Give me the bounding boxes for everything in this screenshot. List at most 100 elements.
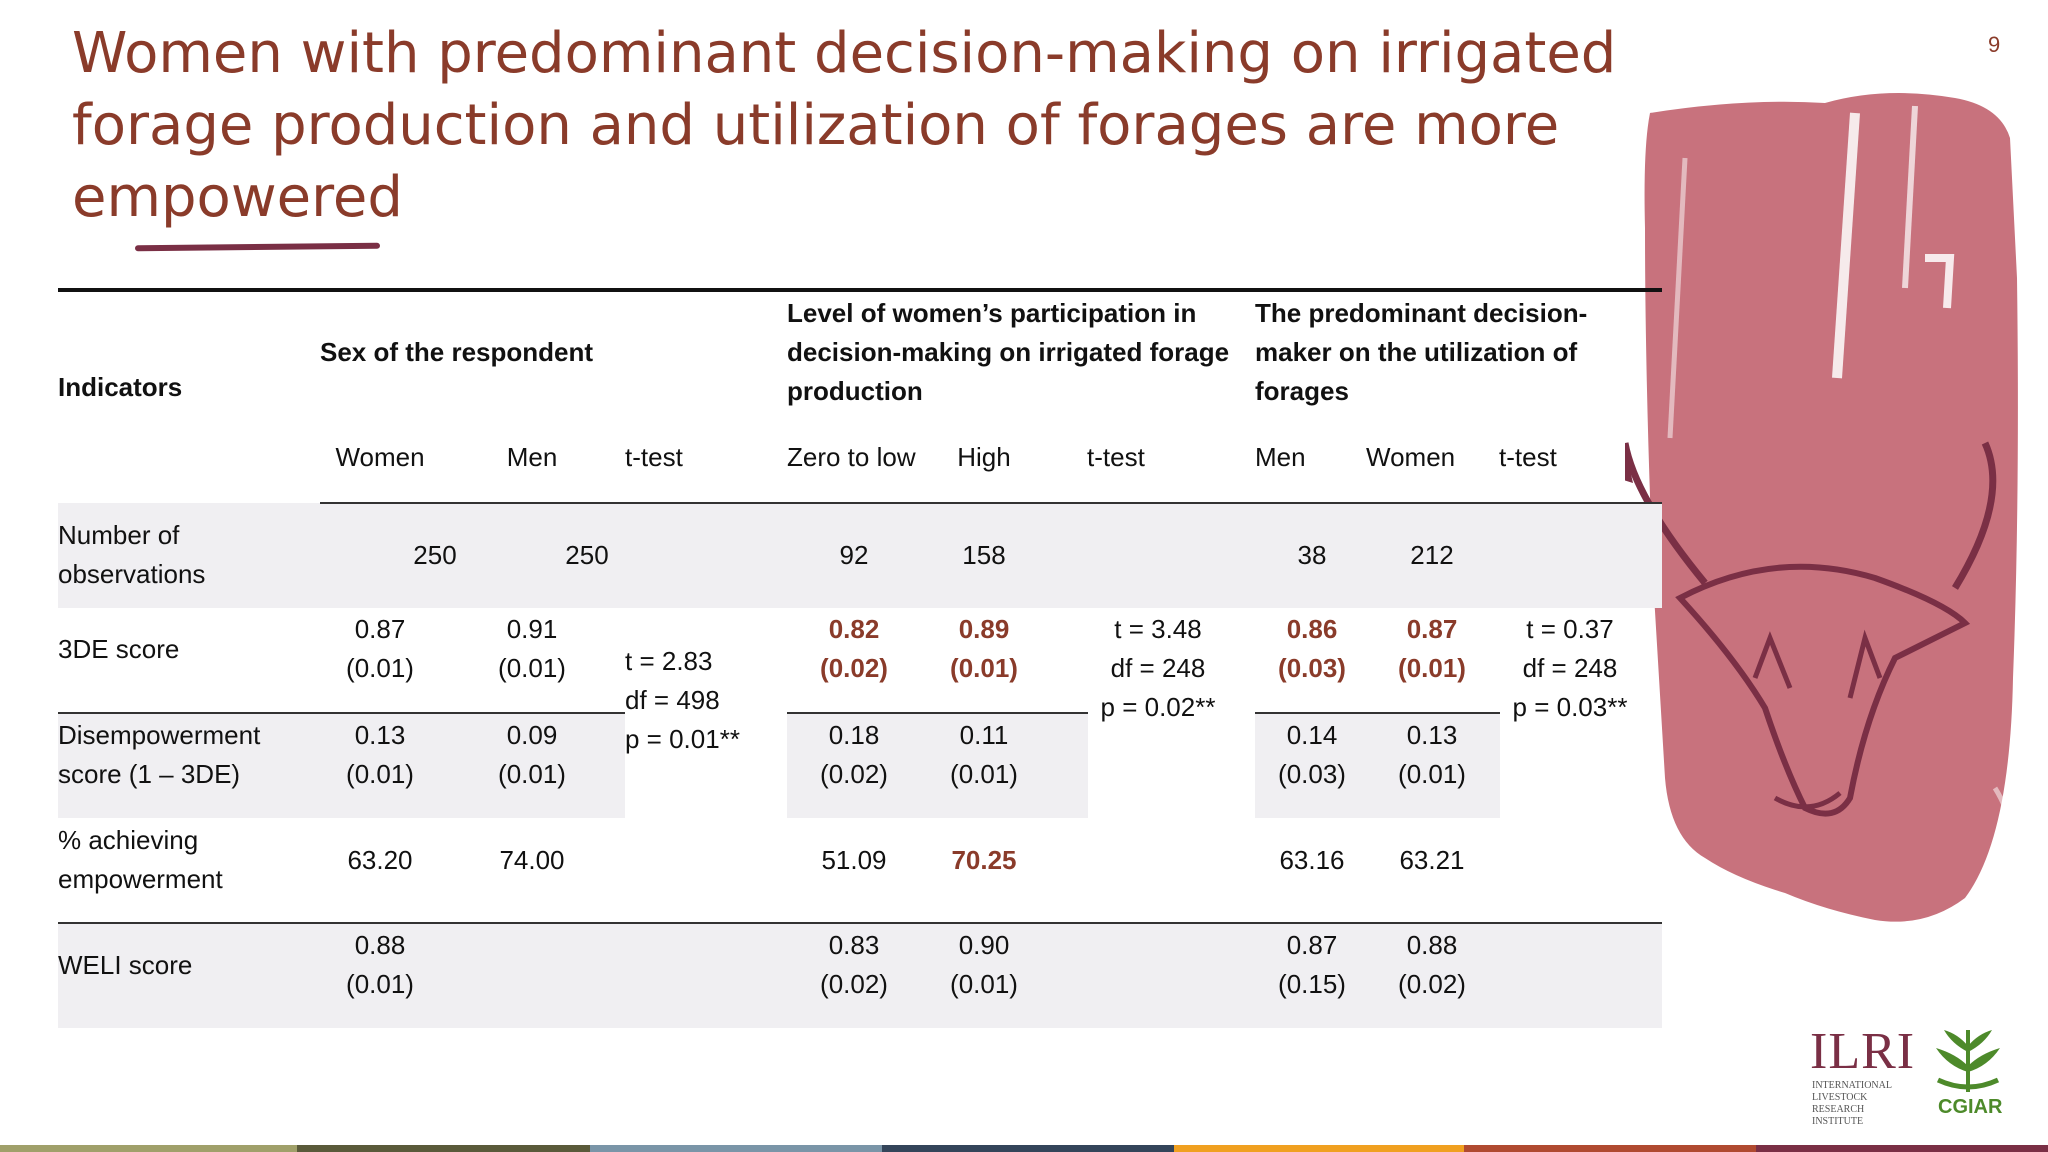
3de-high-se: (0.01) <box>950 653 1018 683</box>
rule-weli <box>58 922 1662 924</box>
ttest-sex-p: p = 0.01** <box>625 724 740 754</box>
3de-women-maker-value: 0.87 <box>1406 614 1458 644</box>
ttest-maker-t: t = 0.37 <box>1526 614 1614 644</box>
ach-high: 70.25 <box>951 845 1017 875</box>
row-label-3de: 3DE score <box>58 634 180 664</box>
row-shade-weli <box>58 923 1662 1028</box>
weli-men-maker-se: (0.15) <box>1278 969 1346 999</box>
weli-women-se: (0.01) <box>346 969 414 999</box>
3de-men-value: 0.91 <box>506 614 558 644</box>
ach-women: 63.20 <box>347 845 413 875</box>
cgiar-logo-text: CGIAR <box>1938 1096 2003 1118</box>
dis-women-maker-value: 0.13 <box>1406 720 1458 750</box>
ach-men-maker: 63.16 <box>1279 845 1345 875</box>
subheader-women: Women <box>335 442 425 472</box>
footer-strip-6 <box>1464 1145 1756 1152</box>
slide-title: Women with predominant decision-making o… <box>72 21 1617 230</box>
row-label-achieving: % achieving empowerment <box>58 825 223 894</box>
subheader-zero-to-low: Zero to low <box>787 442 916 472</box>
3de-women-maker-se: (0.01) <box>1398 653 1466 683</box>
group-header-level: Level of women’s participation in decisi… <box>787 298 1230 406</box>
dis-zero-to-low-se: (0.02) <box>820 759 888 789</box>
dis-men-maker-se: (0.03) <box>1278 759 1346 789</box>
3de-women-value: 0.87 <box>354 614 406 644</box>
ach-men: 74.00 <box>499 845 565 875</box>
ilri-logo-subtitle: INTERNATIONAL LIVESTOCK RESEARCH INSTITU… <box>1812 1080 1892 1127</box>
obs-zero-to-low: 92 <box>839 540 869 570</box>
row-shade-observations <box>58 503 1662 608</box>
obs-high: 158 <box>962 540 1006 570</box>
subheader-ttest-maker: t-test <box>1499 442 1557 472</box>
ach-women-maker: 63.21 <box>1399 845 1465 875</box>
subheader-women-maker: Women <box>1366 442 1456 472</box>
obs-women: 250 <box>413 540 457 570</box>
weli-zero-to-low-value: 0.83 <box>828 930 880 960</box>
ttest-level-p: p = 0.02** <box>1100 692 1216 722</box>
weli-women-maker-value: 0.88 <box>1406 930 1458 960</box>
3de-men-se: (0.01) <box>498 653 566 683</box>
3de-women-se: (0.01) <box>346 653 414 683</box>
3de-zero-to-low-value: 0.82 <box>828 614 880 644</box>
subheader-men-maker: Men <box>1255 442 1306 472</box>
ach-zero-to-low: 51.09 <box>821 845 887 875</box>
footer-strip-1 <box>0 1145 297 1152</box>
subheader-high: High <box>957 442 1011 472</box>
3de-men-maker-value: 0.86 <box>1286 614 1338 644</box>
ttest-maker-df: df = 248 <box>1522 653 1618 683</box>
obs-men: 250 <box>565 540 609 570</box>
weli-men-maker-value: 0.87 <box>1286 930 1338 960</box>
dis-high-se: (0.01) <box>950 759 1018 789</box>
dis-women-se: (0.01) <box>346 759 414 789</box>
row-shade-disempowerment-sex <box>58 713 625 818</box>
table-top-border <box>58 288 1662 292</box>
dis-women-value: 0.13 <box>354 720 406 750</box>
row-shade-disempowerment-maker <box>1255 713 1500 818</box>
dis-men-maker-value: 0.14 <box>1286 720 1338 750</box>
weli-high-se: (0.01) <box>950 969 1018 999</box>
weli-women-value: 0.88 <box>354 930 406 960</box>
subheader-rule <box>320 502 1662 504</box>
cgiar-wheat-icon <box>1936 1030 2000 1092</box>
row-label-observations: Number of observations <box>58 520 206 589</box>
footer-strip-7 <box>1756 1145 2048 1152</box>
footer-strip-5 <box>1174 1145 1464 1152</box>
ttest-maker-p: p = 0.03** <box>1512 692 1628 722</box>
ilri-logo: ILRI <box>1810 1023 1916 1080</box>
dis-women-maker-se: (0.01) <box>1398 759 1466 789</box>
ttest-sex-t: t = 2.83 <box>625 646 713 676</box>
rule-disempowerment-maker <box>1255 712 1500 714</box>
row-label-weli: WELI score <box>58 950 193 980</box>
ttest-sex-df: df = 498 <box>625 685 720 715</box>
ttest-level-df: df = 248 <box>1110 653 1206 683</box>
subheader-ttest-level: t-test <box>1087 442 1145 472</box>
group-header-maker: The predominant decision-maker on the ut… <box>1255 298 1588 406</box>
group-header-sex: Sex of the respondent <box>320 337 594 367</box>
footer-strip-3 <box>590 1145 882 1152</box>
3de-high-value: 0.89 <box>958 614 1010 644</box>
rule-disempowerment-level <box>787 712 1088 714</box>
ttest-level-t: t = 3.48 <box>1114 614 1202 644</box>
footer-strip-2 <box>297 1145 590 1152</box>
subheader-ttest-sex: t-test <box>625 442 683 472</box>
antelope-brush-illustration <box>1625 93 2018 922</box>
subheader-men: Men <box>506 442 558 472</box>
weli-women-maker-se: (0.02) <box>1398 969 1466 999</box>
dis-men-se: (0.01) <box>498 759 566 789</box>
page-number: 9 <box>1988 32 2001 57</box>
dis-high-value: 0.11 <box>959 720 1009 750</box>
footer-strip-4 <box>882 1145 1174 1152</box>
row-label-disempowerment: Disempowerment score (1 – 3DE) <box>58 720 261 789</box>
rule-disempowerment-sex <box>58 712 625 714</box>
weli-zero-to-low-se: (0.02) <box>820 969 888 999</box>
dis-zero-to-low-value: 0.18 <box>828 720 880 750</box>
obs-men-maker: 38 <box>1297 540 1327 570</box>
obs-women-maker: 212 <box>1410 540 1454 570</box>
empowerment-table: Indicators Sex of the respondent Level o… <box>58 288 1662 1028</box>
row-shade-disempowerment-level <box>787 713 1088 818</box>
dis-men-value: 0.09 <box>506 720 558 750</box>
indicators-header: Indicators <box>58 372 183 402</box>
3de-men-maker-se: (0.03) <box>1278 653 1346 683</box>
weli-high-value: 0.90 <box>958 930 1010 960</box>
title-accent-stroke <box>134 242 381 252</box>
3de-zero-to-low-se: (0.02) <box>820 653 888 683</box>
